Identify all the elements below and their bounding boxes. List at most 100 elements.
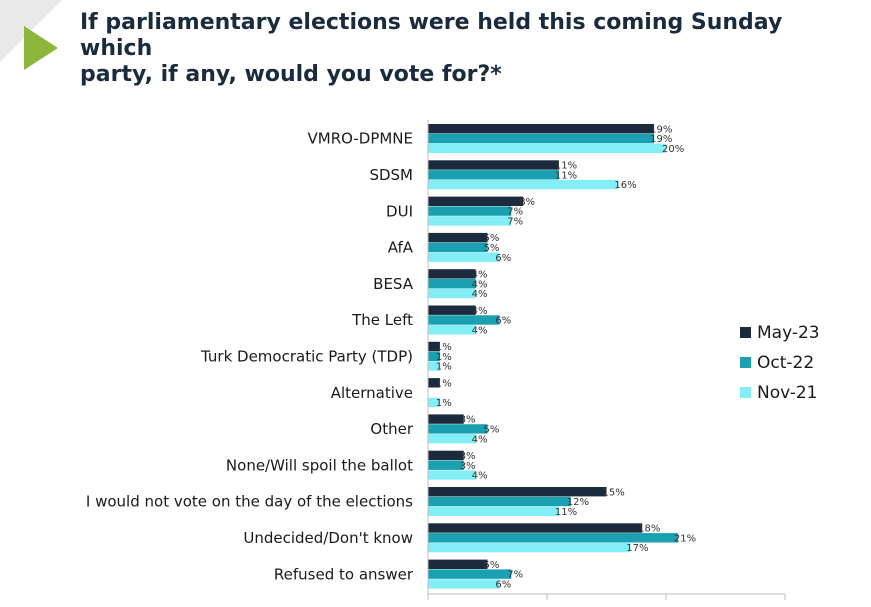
data-label-sdsm-oct-22: 11% (555, 170, 577, 181)
category-label-none-will-spoil-the-ballot: None/Will spoil the ballot (226, 456, 413, 474)
data-label-refused-to-answer-may-23: 5% (484, 560, 500, 571)
bar-turk-democratic-party-tdp-may-23 (428, 341, 440, 352)
data-label-vmro-dpmne-may-23: 19% (650, 124, 672, 135)
data-label-besa-may-23: 4% (472, 270, 488, 281)
bar-none-will-spoil-the-ballot-nov-21 (428, 470, 476, 480)
data-labels-layer: 19%19%20%11%11%16%8%7%7%5%5%6%4%4%4%4%6%… (436, 124, 696, 590)
data-label-none-will-spoil-the-ballot-oct-22: 3% (460, 461, 476, 472)
category-label-alternative: Alternative (331, 384, 413, 402)
bar-undecided-don-t-know-oct-22 (428, 533, 678, 543)
data-label-i-would-not-vote-on-the-day-of-the-elections-oct-22: 12% (567, 497, 589, 508)
bar-refused-to-answer-may-23 (428, 559, 488, 569)
bar-afa-oct-22 (428, 242, 488, 253)
bar-i-would-not-vote-on-the-day-of-the-elections-oct-22 (428, 496, 571, 507)
legend-swatch-may-23 (740, 327, 751, 338)
data-label-besa-oct-22: 4% (472, 279, 488, 290)
category-label-undecided-don-t-know: Undecided/Don't know (243, 529, 413, 547)
legend-label-oct-22: Oct-22 (757, 353, 814, 373)
category-labels-layer: VMRO-DPMNE SDSM DUI AfA BESA The Left Turk Dem… (86, 130, 414, 584)
play-arrow-icon (24, 26, 58, 70)
bar-refused-to-answer-oct-22 (428, 569, 512, 579)
bar-none-will-spoil-the-ballot-oct-22 (428, 460, 464, 470)
bar-alternative-nov-21 (428, 397, 440, 408)
data-label-none-will-spoil-the-ballot-may-23: 3% (460, 451, 476, 462)
bar-i-would-not-vote-on-the-day-of-the-elections-may-23 (428, 487, 607, 497)
data-label-i-would-not-vote-on-the-day-of-the-elections-may-23: 15% (603, 487, 625, 498)
bars-layer (428, 124, 678, 589)
data-label-none-will-spoil-the-ballot-nov-21: 4% (472, 471, 488, 482)
bar-vmro-dpmne-nov-21 (428, 143, 666, 153)
bar-besa-nov-21 (428, 288, 476, 299)
bar-sdsm-may-23 (428, 160, 559, 170)
corner-decoration (0, 0, 62, 70)
data-label-dui-nov-21: 7% (507, 217, 523, 228)
data-label-undecided-don-t-know-may-23: 18% (638, 524, 660, 535)
data-label-alternative-nov-21: 1% (436, 398, 452, 409)
data-label-other-oct-22: 5% (484, 425, 500, 436)
data-label-afa-may-23: 5% (484, 233, 500, 244)
data-label-the-left-oct-22: 6% (495, 316, 511, 327)
category-label-i-would-not-vote-on-the-day-of-the-elections: I would not vote on the day of the elect… (86, 493, 413, 511)
category-label-turk-democratic-party-tdp: Turk Democratic Party (TDP) (200, 348, 413, 366)
header: If parliamentary elections were held thi… (0, 0, 871, 87)
legend-label-may-23: May-23 (757, 323, 820, 343)
data-label-turk-democratic-party-tdp-nov-21: 1% (436, 362, 452, 373)
bar-undecided-don-t-know-may-23 (428, 523, 643, 533)
legend-swatch-nov-21 (740, 387, 751, 398)
axis-layer (427, 120, 786, 600)
bar-other-may-23 (428, 414, 464, 424)
data-label-besa-nov-21: 4% (472, 289, 488, 300)
legend: May-23 Oct-22 Nov-21 (740, 323, 820, 403)
data-label-turk-democratic-party-tdp-oct-22: 1% (436, 352, 452, 363)
bar-turk-democratic-party-tdp-oct-22 (428, 351, 440, 361)
data-label-the-left-nov-21: 4% (472, 325, 488, 336)
legend-label-nov-21: Nov-21 (757, 383, 818, 403)
data-label-turk-democratic-party-tdp-may-23: 1% (436, 342, 452, 353)
bar-i-would-not-vote-on-the-day-of-the-elections-nov-21 (428, 506, 559, 516)
data-label-refused-to-answer-nov-21: 6% (495, 580, 511, 591)
legend-swatch-oct-22 (740, 357, 751, 368)
data-label-refused-to-answer-oct-22: 7% (507, 570, 523, 581)
data-label-other-may-23: 3% (460, 415, 476, 426)
bar-other-nov-21 (428, 434, 476, 444)
bar-refused-to-answer-nov-21 (428, 579, 500, 589)
bar-dui-nov-21 (428, 216, 512, 226)
bar-none-will-spoil-the-ballot-may-23 (428, 450, 464, 461)
data-label-sdsm-nov-21: 16% (614, 180, 636, 191)
category-label-afa: AfA (388, 239, 414, 257)
data-label-undecided-don-t-know-nov-21: 17% (626, 543, 648, 554)
page-title: If parliamentary elections were held thi… (80, 10, 860, 88)
category-label-vmro-dpmne: VMRO-DPMNE (308, 130, 414, 148)
bar-turk-democratic-party-tdp-nov-21 (428, 361, 440, 371)
bar-vmro-dpmne-oct-22 (428, 133, 655, 144)
category-label-refused-to-answer: Refused to answer (274, 565, 414, 583)
category-label-the-left: The Left (351, 311, 413, 329)
data-label-dui-oct-22: 7% (507, 207, 523, 218)
bar-the-left-nov-21 (428, 325, 476, 335)
data-label-vmro-dpmne-nov-21: 20% (662, 144, 684, 155)
data-label-dui-may-23: 8% (519, 197, 535, 208)
data-label-i-would-not-vote-on-the-day-of-the-elections-nov-21: 11% (555, 507, 577, 518)
data-label-afa-nov-21: 6% (495, 253, 511, 264)
bar-vmro-dpmne-may-23 (428, 124, 655, 134)
data-label-other-nov-21: 4% (472, 434, 488, 445)
bar-sdsm-oct-22 (428, 170, 559, 180)
bar-afa-nov-21 (428, 252, 500, 262)
data-label-afa-oct-22: 5% (484, 243, 500, 254)
data-label-alternative-may-23: 1% (436, 378, 452, 389)
category-label-besa: BESA (373, 275, 414, 293)
data-label-the-left-may-23: 4% (472, 306, 488, 317)
title-line-2: party, if any, would you vote for?* (80, 62, 502, 87)
bar-afa-may-23 (428, 232, 488, 243)
bar-the-left-oct-22 (428, 315, 500, 325)
bar-the-left-may-23 (428, 305, 476, 315)
title-line-1: If parliamentary elections were held thi… (80, 10, 783, 61)
data-label-undecided-don-t-know-oct-22: 21% (674, 533, 696, 544)
bar-sdsm-nov-21 (428, 179, 619, 190)
bar-dui-may-23 (428, 196, 524, 206)
bar-undecided-don-t-know-nov-21 (428, 542, 631, 553)
category-label-sdsm: SDSM (369, 166, 413, 184)
bar-dui-oct-22 (428, 206, 512, 216)
category-label-other: Other (370, 420, 413, 438)
category-label-dui: DUI (386, 202, 413, 220)
